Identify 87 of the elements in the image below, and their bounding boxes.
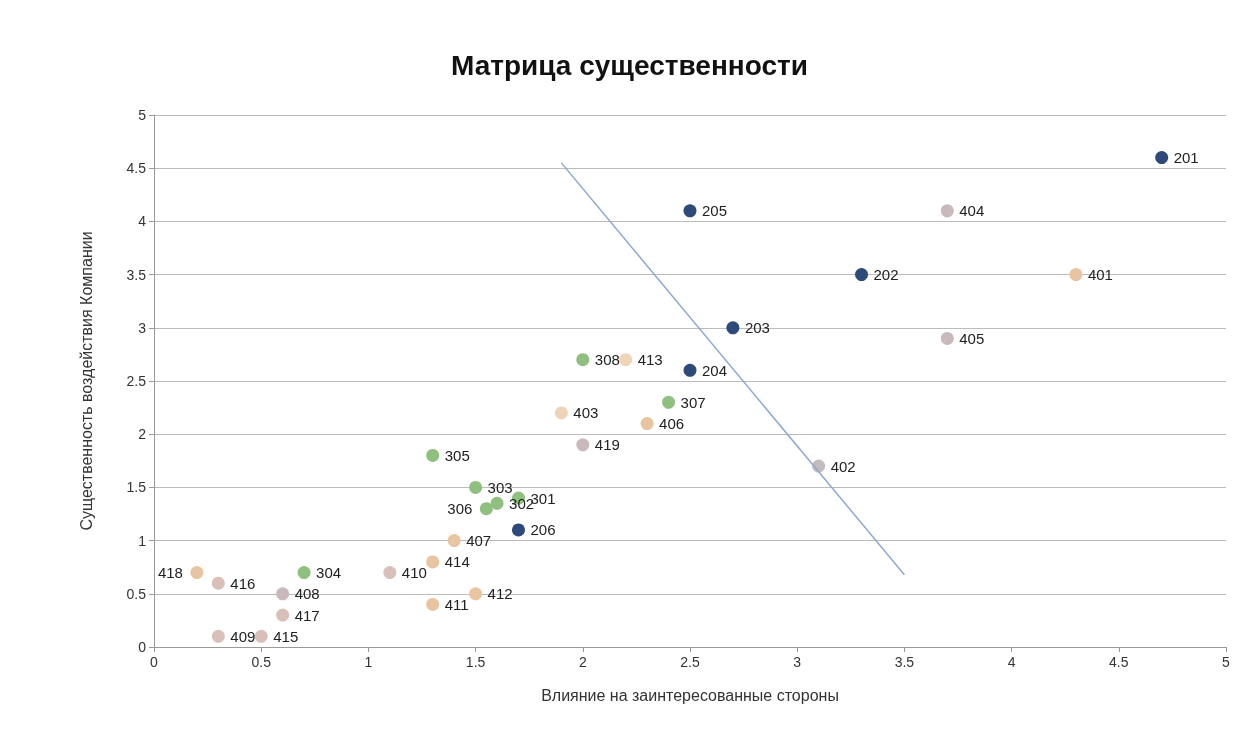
- point: [511, 523, 525, 537]
- point: [469, 480, 483, 494]
- point: [479, 502, 493, 516]
- annotation: 414: [444, 553, 470, 571]
- annotation: 205: [702, 202, 728, 220]
- annotation: 306: [447, 500, 473, 518]
- y-tick-label: 2: [138, 426, 147, 443]
- annotation: 406: [659, 415, 685, 433]
- chart-title: Матрица существенности: [451, 49, 808, 81]
- x-tick-label: 1.5: [465, 654, 486, 670]
- x-tick-label: 4: [1007, 654, 1016, 670]
- annotation: 206: [530, 521, 556, 539]
- annotation: 201: [1173, 149, 1199, 167]
- y-tick-label: 2.5: [126, 373, 147, 389]
- point: [662, 395, 676, 409]
- point: [254, 629, 268, 643]
- point: [554, 406, 568, 420]
- point: [855, 268, 869, 282]
- x-tick-label: 0: [150, 654, 159, 670]
- y-tick-label: 5: [138, 107, 147, 123]
- annotation: 403: [573, 404, 599, 422]
- y-tick-label: 3: [138, 319, 147, 336]
- y-tick-label: 4: [138, 213, 147, 230]
- point: [276, 608, 290, 622]
- point: [683, 204, 697, 218]
- x-tick-label: 2: [578, 654, 587, 670]
- x-tick-label: 2.5: [680, 654, 700, 670]
- point: [576, 353, 590, 367]
- y-tick-label: 4.5: [126, 160, 147, 177]
- annotation: 407: [466, 532, 492, 550]
- point: [940, 204, 954, 218]
- point: [619, 353, 633, 367]
- point: [447, 534, 461, 548]
- annotation: 303: [487, 478, 513, 496]
- point: [683, 363, 697, 377]
- point: [576, 438, 590, 452]
- y-tick-label: 0.5: [126, 585, 147, 602]
- y-axis-title: Существенность воздействия Компании: [77, 231, 95, 531]
- x-tick-label: 3.5: [894, 654, 915, 670]
- x-tick-label: 4.5: [1109, 654, 1129, 670]
- y-tick-label: 3.5: [126, 266, 147, 283]
- annotation: 405: [959, 329, 985, 347]
- point: [276, 587, 290, 601]
- annotation: 418: [157, 564, 183, 582]
- y-tick-label: 0: [138, 639, 147, 655]
- annotation: 408: [294, 585, 320, 603]
- point: [190, 566, 204, 580]
- point: [383, 566, 397, 580]
- annotation: 410: [401, 564, 427, 582]
- annotation: 415: [273, 627, 299, 645]
- x-axis-title: Влияние на заинтересованные стороны: [541, 686, 839, 704]
- annotation: 412: [487, 585, 513, 603]
- point: [426, 597, 440, 611]
- y-tick-label: 1.5: [126, 479, 147, 496]
- annotation: 305: [444, 446, 470, 464]
- x-tick-label: 5: [1222, 654, 1231, 670]
- point: [426, 448, 440, 462]
- point: [297, 566, 311, 580]
- annotation: 202: [873, 266, 899, 284]
- y-tick-label: 1: [138, 532, 147, 549]
- point: [211, 576, 225, 590]
- point: [940, 331, 954, 345]
- x-tick-label: 1: [364, 654, 373, 670]
- point: [1155, 151, 1169, 165]
- x-tick-label: 0.5: [251, 654, 272, 670]
- point: [211, 629, 225, 643]
- annotation: 204: [702, 361, 728, 379]
- annotation: 203: [744, 319, 770, 337]
- annotation: 419: [594, 436, 620, 454]
- point: [490, 496, 504, 510]
- point: [426, 555, 440, 569]
- annotation: 308: [594, 351, 620, 369]
- annotation: 409: [230, 627, 256, 645]
- annotation: 404: [959, 202, 985, 220]
- annotation: 307: [680, 393, 706, 411]
- annotation: 401: [1087, 266, 1113, 284]
- annotation: 413: [637, 351, 663, 369]
- annotation: 402: [830, 457, 856, 475]
- annotation: 411: [444, 595, 469, 613]
- point: [726, 321, 740, 335]
- point: [469, 587, 483, 601]
- x-tick-label: 3: [793, 654, 802, 670]
- point: [640, 417, 654, 431]
- point: [1069, 268, 1083, 282]
- annotation: 417: [294, 606, 320, 624]
- annotation: 416: [230, 574, 256, 592]
- annotation: 304: [316, 564, 342, 582]
